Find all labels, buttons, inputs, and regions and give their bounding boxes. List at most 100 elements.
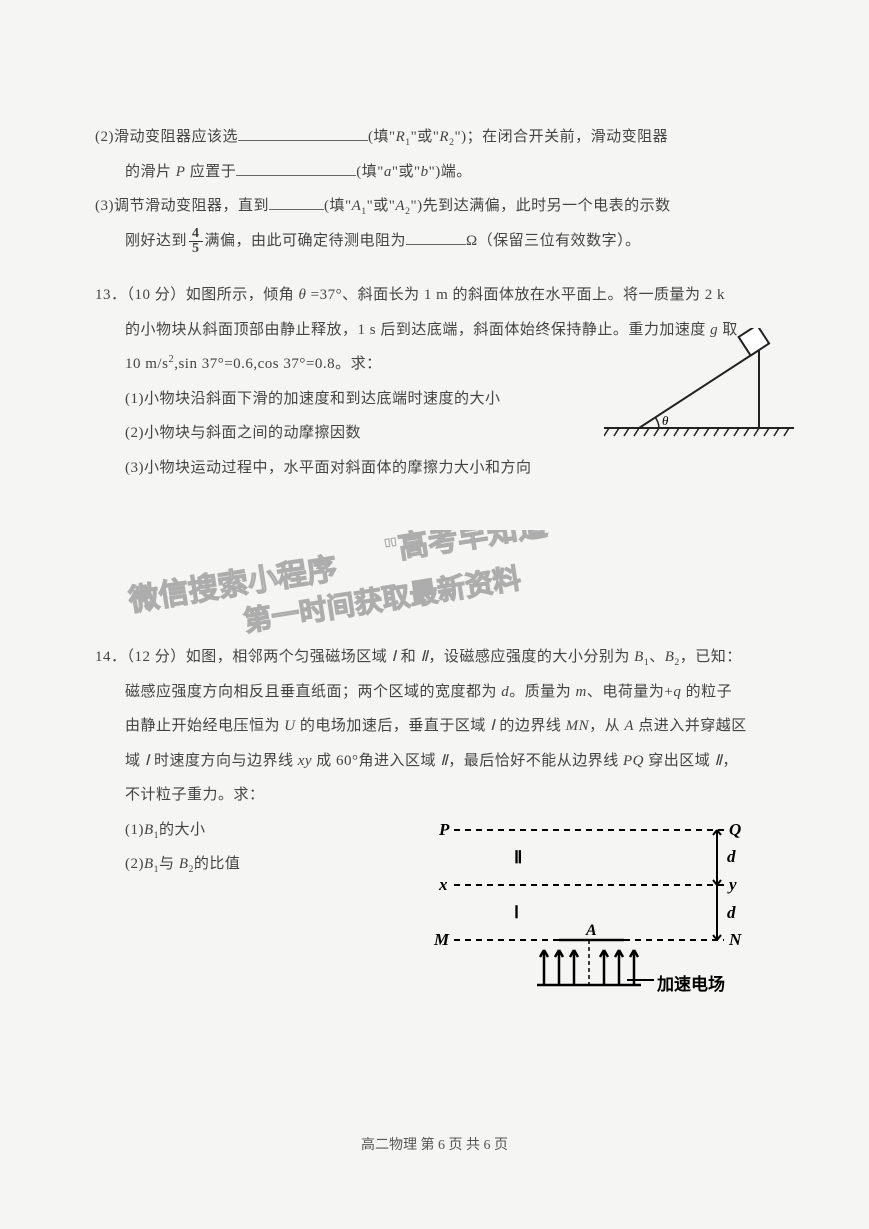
field-svg: P Q Ⅱ x y Ⅰ M A N d d 加速电场: [429, 810, 769, 1010]
var-pq: PQ: [623, 753, 644, 769]
text: 10 m/s: [125, 356, 168, 372]
text: ")端。: [429, 164, 472, 180]
text: 的比值: [194, 856, 241, 872]
text: ")先到达满偏，此时另一个电表的示数: [410, 198, 670, 214]
text: Ω（保留三位有效数字）。: [466, 233, 641, 249]
blank: [269, 192, 324, 210]
var-b1: B: [634, 649, 644, 665]
roman: Ⅰ: [392, 649, 397, 665]
roman: Ⅱ: [440, 753, 448, 769]
text: ，从: [589, 718, 620, 734]
q13-sub3: (3)小物块运动过程中，水平面对斜面体的摩擦力大小和方向: [95, 451, 774, 486]
text: (1): [125, 822, 144, 838]
text: 磁感应强度方向相反且垂直纸面；两个区域的宽度都为: [125, 684, 497, 700]
text: 、电荷量为+: [587, 684, 673, 700]
text: "或": [411, 129, 440, 145]
text: 的大小: [159, 822, 206, 838]
var-mn: MN: [566, 718, 590, 734]
blank: [406, 227, 466, 245]
var-theta: θ: [299, 287, 307, 303]
text: (填": [356, 164, 384, 180]
text: (填": [324, 198, 352, 214]
var-r2: R: [439, 129, 449, 145]
q-num: 14．: [95, 649, 127, 665]
text: 的电场加速后，垂直于区域: [300, 718, 486, 734]
text: (填": [368, 129, 396, 145]
text: (3)调节滑动变阻器，直到: [95, 198, 269, 214]
text: 刚好达到: [125, 233, 187, 249]
var-a: A: [624, 718, 634, 734]
text: ,sin 37°=0.6,cos 37°=0.8。求：: [174, 356, 381, 372]
text: "或": [392, 164, 421, 180]
theta-label: θ: [662, 413, 669, 428]
q14-line1: 14．（12 分）如图，相邻两个匀强磁场区域 Ⅰ 和 Ⅱ，设磁感应强度的大小分别…: [95, 640, 774, 675]
text: 、: [649, 649, 665, 665]
text: 成 60°角进入区域: [316, 753, 436, 769]
var-b2: B: [665, 649, 675, 665]
roman: Ⅰ: [490, 718, 495, 734]
var-a2: A: [395, 198, 405, 214]
text: 满偏，由此可确定待测电阻为: [205, 233, 407, 249]
roman: Ⅰ: [145, 753, 150, 769]
var-p: P: [176, 164, 186, 180]
blank: [236, 158, 356, 176]
label-N: N: [728, 930, 742, 949]
q14-line5: 不计粒子重力。求：: [95, 778, 774, 813]
label-y: y: [727, 875, 737, 894]
text: 与: [159, 856, 175, 872]
q12-part3-line1: (3)调节滑动变阻器，直到(填"A1"或"A2")先到达满偏，此时另一个电表的示…: [95, 189, 774, 224]
label-II: Ⅱ: [514, 848, 522, 867]
label-I: Ⅰ: [514, 903, 519, 922]
text: 应置于: [190, 164, 237, 180]
text: 如图所示，倾角: [186, 287, 295, 303]
fraction: 45: [189, 227, 203, 256]
text: 和: [401, 649, 417, 665]
page-footer: 高二物理 第 6 页 共 6 页: [0, 1134, 869, 1154]
label-A: A: [585, 922, 597, 939]
var-a: a: [384, 164, 392, 180]
label-x: x: [438, 875, 448, 894]
q13-line1: 13．（10 分）如图所示，倾角 θ =37°、斜面长为 1 m 的斜面体放在水…: [95, 278, 774, 313]
var-b: B: [144, 822, 154, 838]
numerator: 4: [189, 227, 203, 242]
text: 穿出区域: [648, 753, 710, 769]
var-xy: xy: [298, 753, 312, 769]
text: 域: [125, 753, 141, 769]
text: "或": [367, 198, 396, 214]
var-r1: R: [396, 129, 406, 145]
text: (2)滑动变阻器应该选: [95, 129, 238, 145]
text: 的边界线: [499, 718, 561, 734]
var-q: q: [673, 684, 681, 700]
points: （12 分）: [127, 649, 186, 665]
var-u: U: [284, 718, 295, 734]
text: 的粒子: [686, 684, 733, 700]
points: （10 分）: [127, 287, 186, 303]
text: 点进入并穿越区: [638, 718, 747, 734]
text: 。质量为: [509, 684, 571, 700]
var-b1: B: [144, 856, 154, 872]
text: =37°、斜面长为 1 m 的斜面体放在水平面上。将一质量为 2 k: [311, 287, 725, 303]
q12-part3-line2: 刚好达到45满偏，由此可确定待测电阻为 Ω（保留三位有效数字）。: [95, 224, 774, 259]
q14-line3: 由静止开始经电压恒为 U 的电场加速后，垂直于区域 Ⅰ 的边界线 MN，从 A …: [95, 709, 774, 744]
label-P: P: [438, 820, 450, 839]
text: 由静止开始经电压恒为: [125, 718, 280, 734]
q13-incline-diagram: θ: [604, 328, 794, 443]
q-num: 13．: [95, 287, 127, 303]
text: ")；在闭合开关前，滑动变阻器: [454, 129, 668, 145]
text: 时速度方向与边界线: [154, 753, 294, 769]
var-b: b: [421, 164, 429, 180]
var-m: m: [576, 684, 587, 700]
label-Q: Q: [729, 820, 741, 839]
var-a1: A: [352, 198, 362, 214]
denominator: 5: [189, 242, 203, 256]
document-page: (2)滑动变阻器应该选(填"R1"或"R2")；在闭合开关前，滑动变阻器 的滑片…: [0, 0, 869, 922]
label-accel: 加速电场: [656, 974, 725, 994]
blank: [238, 123, 368, 141]
text: ，设磁感应强度的大小分别为: [428, 649, 630, 665]
text: 如图，相邻两个匀强磁场区域: [186, 649, 388, 665]
q12-part2-line1: (2)滑动变阻器应该选(填"R1"或"R2")；在闭合开关前，滑动变阻器: [95, 120, 774, 155]
text: 的滑片: [125, 164, 172, 180]
label-d2: d: [727, 903, 736, 922]
q14-line4: 域 Ⅰ 时速度方向与边界线 xy 成 60°角进入区域 Ⅱ，最后恰好不能从边界线…: [95, 744, 774, 779]
text: ，: [722, 753, 738, 769]
